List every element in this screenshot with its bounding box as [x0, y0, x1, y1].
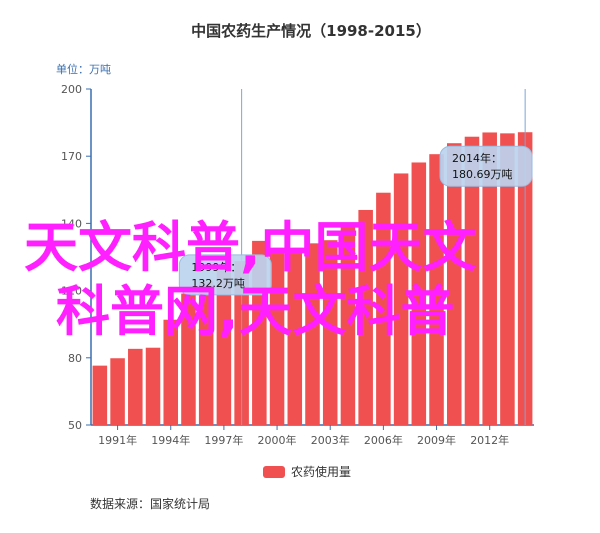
bar	[163, 319, 179, 425]
x-tick-label: 1991年	[98, 433, 137, 447]
tooltip-value: 132.2万吨	[191, 277, 245, 290]
bar	[269, 250, 285, 425]
bar	[145, 347, 161, 425]
bar	[110, 358, 125, 425]
bar	[464, 136, 480, 425]
tooltip-box	[439, 145, 533, 187]
bar	[482, 132, 497, 425]
bar	[446, 143, 462, 425]
x-tick-label: 2000年	[258, 433, 297, 447]
tooltip-value: 180.69万吨	[452, 168, 513, 181]
watermark-line-1: 天文科普,中国天文	[24, 216, 477, 279]
y-tick-label: 170	[61, 150, 82, 163]
overlays: 2014年： 180.69万吨 1999年： 132.2万吨	[178, 89, 533, 425]
bar	[340, 226, 356, 425]
x-tick-label: 2003年	[311, 433, 350, 447]
y-tick-label: 50	[68, 419, 82, 432]
source-label: 数据来源：国家统计局	[90, 496, 210, 511]
bar	[429, 154, 444, 425]
y-tick-label: 140	[61, 217, 82, 230]
bar	[198, 281, 214, 425]
x-tick-label: 2006年	[364, 433, 403, 447]
y-tick-label: 200	[61, 83, 82, 96]
bar	[305, 243, 320, 425]
tooltip-title: 2014年：	[452, 151, 502, 165]
bar	[92, 365, 108, 425]
bar	[128, 348, 143, 425]
legend-swatch	[263, 466, 285, 478]
x-tick-label: 1994年	[151, 433, 190, 447]
bar	[322, 240, 338, 425]
bar	[376, 192, 391, 425]
bar	[287, 251, 303, 425]
watermark-line-2: 科普网,天文科普	[56, 280, 455, 343]
tooltip-title: 1999年：	[191, 260, 241, 274]
y-tick-label: 110	[61, 285, 82, 298]
tooltip-box	[178, 254, 272, 296]
legend: 农药使用量	[263, 464, 351, 479]
x-tick-label: 2009年	[417, 433, 456, 447]
watermark: 天文科普,中国天文 科普网,天文科普	[24, 216, 477, 343]
bar	[358, 209, 373, 425]
bar	[393, 173, 409, 425]
bar	[216, 269, 232, 425]
bar	[411, 162, 427, 426]
unit-label: 单位：万吨	[56, 62, 111, 76]
y-tick-label: 80	[68, 352, 82, 365]
chart-title: 中国农药生产情况（1998-2015）	[191, 22, 431, 40]
x-tick-label: 1997年	[204, 433, 243, 447]
bar	[181, 293, 196, 425]
bars	[92, 132, 533, 426]
legend-label: 农药使用量	[291, 464, 351, 479]
bar	[500, 133, 515, 426]
x-tick-label: 2012年	[470, 433, 509, 447]
